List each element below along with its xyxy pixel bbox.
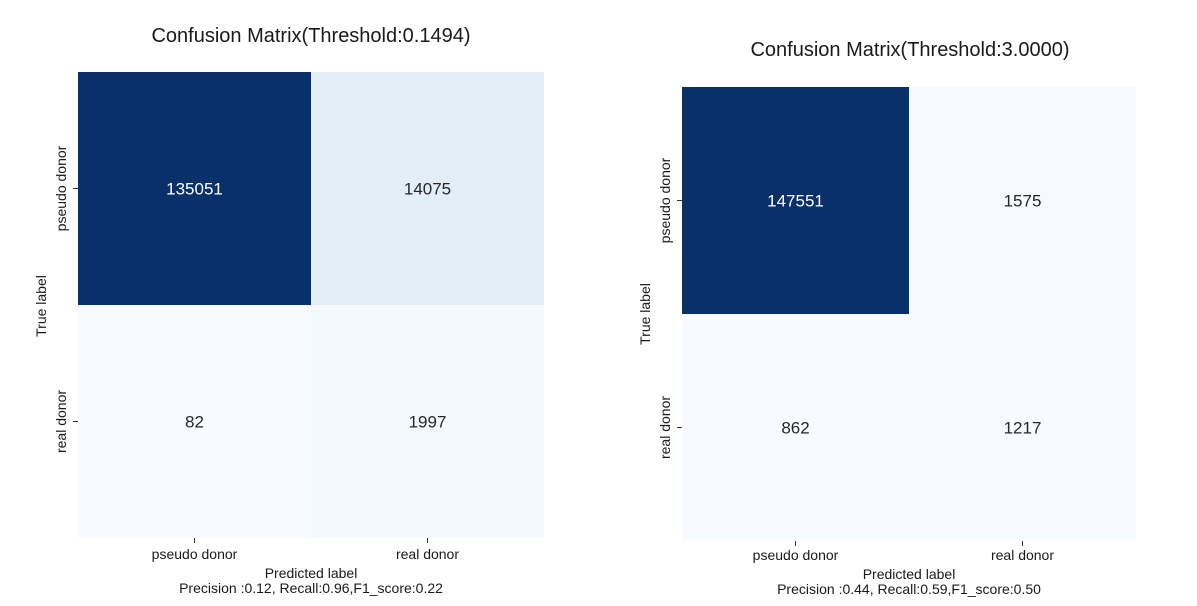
chart-2-ticks: pseudo donor real donor pseudo donor real d…	[657, 157, 1054, 563]
chart-1-cell-label-r1-c0: 82	[185, 413, 204, 432]
chart-2-cell-label-r0-c0: 147551	[767, 192, 824, 211]
chart-2-ylabel: True label	[637, 283, 653, 345]
chart-2-ytick-label-1: real donor	[657, 396, 673, 459]
chart-1-xtick-label-1: real donor	[396, 546, 459, 562]
chart-2-xlabel: Predicted label	[863, 566, 956, 582]
chart-1-xlabel: Predicted label	[265, 565, 358, 581]
chart-2-cell-label-r0-c1: 1575	[1004, 192, 1042, 211]
chart-2-cell-r1-c1	[909, 314, 1136, 541]
chart-2-xtick-label-1: real donor	[991, 547, 1054, 563]
chart-2-cell-r1-c0	[682, 314, 909, 541]
chart-2-ytick-label-0: pseudo donor	[657, 157, 673, 243]
chart-1-cell-label-r0-c0: 135051	[166, 180, 223, 199]
chart-1-cell-label-r0-c1: 14075	[404, 180, 451, 199]
chart-1-cell-r0-c0	[78, 72, 311, 305]
chart-1-ylabel: True label	[33, 275, 49, 337]
chart-2-cell-label-r1-c0: 862	[781, 419, 809, 438]
chart-1-ytick-label-0: pseudo donor	[53, 145, 69, 231]
chart-2-cell-r0-c0	[682, 87, 909, 314]
chart-2-title: Confusion Matrix(Threshold:3.0000)	[750, 39, 1069, 61]
chart-1-xtick-label-0: pseudo donor	[152, 546, 238, 562]
chart-2-cell-label-r1-c1: 1217	[1004, 419, 1042, 438]
chart-2-cell-r0-c1	[909, 87, 1136, 314]
chart-1: Confusion Matrix(Threshold:0.1494) 13505…	[33, 25, 544, 596]
chart-2-xtick-label-0: pseudo donor	[753, 547, 839, 563]
chart-1-cell-r0-c1	[311, 72, 544, 305]
chart-1-caption: Precision :0.12, Recall:0.96,F1_score:0.…	[179, 580, 443, 596]
chart-1-cell-r1-c0	[78, 305, 311, 538]
chart-2-cells: 147551 1575 862 1217	[682, 87, 1136, 541]
chart-1-ticks: pseudo donor real donor pseudo donor real d…	[53, 145, 459, 562]
chart-2: Confusion Matrix(Threshold:3.0000) 14755…	[637, 39, 1136, 597]
chart-2-caption: Precision :0.44, Recall:0.59,F1_score:0.…	[777, 581, 1041, 597]
chart-1-title: Confusion Matrix(Threshold:0.1494)	[151, 25, 470, 47]
chart-1-cell-label-r1-c1: 1997	[409, 413, 447, 432]
chart-1-cells: 135051 14075 82 1997	[78, 72, 544, 538]
chart-1-ytick-label-1: real donor	[53, 390, 69, 453]
chart-1-cell-r1-c1	[311, 305, 544, 538]
